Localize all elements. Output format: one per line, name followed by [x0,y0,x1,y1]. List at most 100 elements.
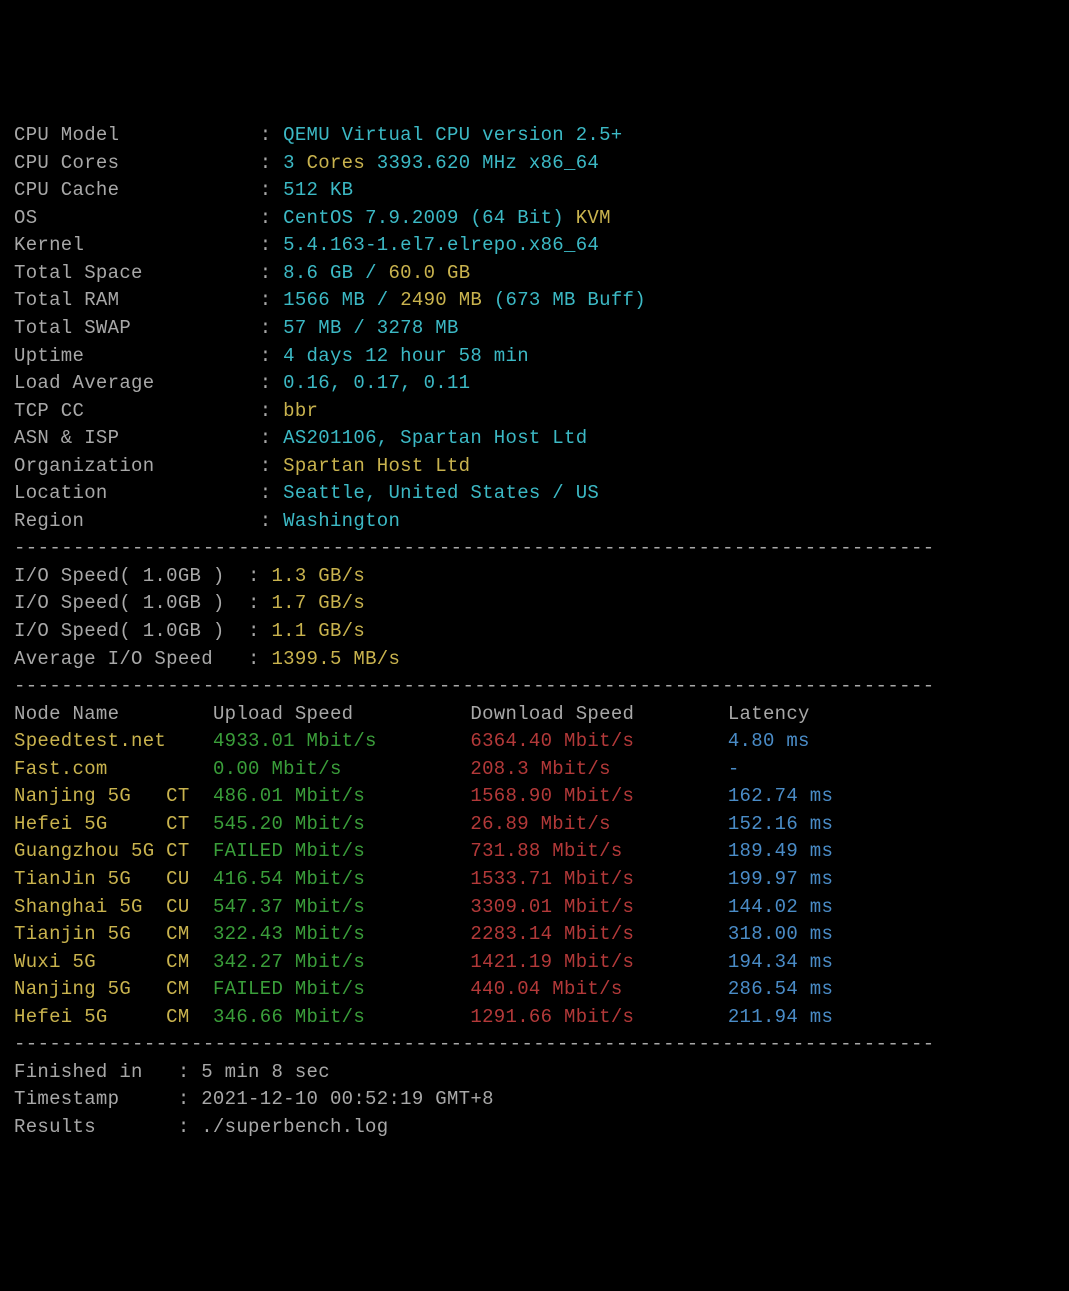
io-label: I/O Speed( 1.0GB ) : [14,592,271,614]
finished: Finished in : 5 min 8 sec [14,1061,330,1083]
download: 208.3 Mbit/s [470,758,727,780]
latency: 189.49 ms [728,840,833,862]
speed-row-6: Shanghai 5G CU 547.37 Mbit/s 3309.01 Mbi… [14,894,1055,922]
download: 2283.14 Mbit/s [470,923,727,945]
space-used: 8.6 GB [283,262,353,284]
label: CPU Cache : [14,179,283,201]
download: 3309.01 Mbit/s [470,896,727,918]
cpu-cache: 512 KB [283,179,353,201]
node: Nanjing 5G CM [14,978,213,1000]
latency: 199.97 ms [728,868,833,890]
label: Location : [14,482,283,504]
upload: 322.43 Mbit/s [213,923,470,945]
uptime: 4 days 12 hour 58 min [283,345,529,367]
label: CPU Cores : [14,152,283,174]
label: Total SWAP : [14,317,283,339]
ram-used: 1566 MB [283,289,365,311]
speed-row-4: Guangzhou 5G CT FAILED Mbit/s 731.88 Mbi… [14,838,1055,866]
tcp-cc: bbr [283,400,318,422]
timestamp: Timestamp : 2021-12-10 00:52:19 GMT+8 [14,1088,494,1110]
download: 26.89 Mbit/s [470,813,727,835]
node: Guangzhou 5G CT [14,840,213,862]
ram-total: 2490 MB [400,289,494,311]
upload: FAILED Mbit/s [213,840,470,862]
label: OS : [14,207,283,229]
speed-row-9: Nanjing 5G CM FAILED Mbit/s 440.04 Mbit/… [14,976,1055,1004]
io-avg-label: Average I/O Speed : [14,648,271,670]
label: ASN & ISP : [14,427,283,449]
text: / [342,317,377,339]
text: / [353,262,388,284]
label: Region : [14,510,283,532]
cpu-freq: 3393.620 MHz x86_64 [377,152,599,174]
io-label: I/O Speed( 1.0GB ) : [14,565,271,587]
org: Spartan Host Ltd [283,455,470,477]
upload: 346.66 Mbit/s [213,1006,470,1028]
upload: 486.01 Mbit/s [213,785,470,807]
label: Load Average : [14,372,283,394]
node: Nanjing 5G CT [14,785,213,807]
label: Uptime : [14,345,283,367]
os-virt: KVM [576,207,611,229]
os: CentOS 7.9.2009 (64 Bit) [283,207,576,229]
latency: 286.54 ms [728,978,833,1000]
latency: 318.00 ms [728,923,833,945]
download: 1421.19 Mbit/s [470,951,727,973]
download: 1291.66 Mbit/s [470,1006,727,1028]
speed-row-3: Hefei 5G CT 545.20 Mbit/s 26.89 Mbit/s 1… [14,811,1055,839]
upload: 547.37 Mbit/s [213,896,470,918]
region: Washington [283,510,400,532]
divider: ----------------------------------------… [14,535,1055,563]
latency: - [728,758,740,780]
node: Speedtest.net [14,730,213,752]
ram-buff: (673 MB Buff) [494,289,646,311]
location: Seattle, United States / US [283,482,599,504]
speed-row-5: TianJin 5G CU 416.54 Mbit/s 1533.71 Mbit… [14,866,1055,894]
speed-row-8: Wuxi 5G CM 342.27 Mbit/s 1421.19 Mbit/s … [14,949,1055,977]
upload: FAILED Mbit/s [213,978,470,1000]
cpu-cores: 3 [283,152,306,174]
swap-total: 3278 MB [377,317,459,339]
speed-row-0: Speedtest.net 4933.01 Mbit/s 6364.40 Mbi… [14,728,1055,756]
swap-used: 57 MB [283,317,342,339]
divider: ----------------------------------------… [14,673,1055,701]
download: 6364.40 Mbit/s [470,730,727,752]
kernel: 5.4.163-1.el7.elrepo.x86_64 [283,234,599,256]
label: CPU Model : [14,124,283,146]
io-speed-1: 1.7 GB/s [271,592,365,614]
upload: 416.54 Mbit/s [213,868,470,890]
space-total: 60.0 GB [388,262,470,284]
latency: 152.16 ms [728,813,833,835]
speed-row-10: Hefei 5G CM 346.66 Mbit/s 1291.66 Mbit/s… [14,1004,1055,1032]
io-avg: 1399.5 MB/s [271,648,400,670]
node: Shanghai 5G CU [14,896,213,918]
io-speed-0: 1.3 GB/s [271,565,365,587]
latency: 144.02 ms [728,896,833,918]
speed-row-2: Nanjing 5G CT 486.01 Mbit/s 1568.90 Mbit… [14,783,1055,811]
cores-text: Cores [307,152,377,174]
io-speed-2: 1.1 GB/s [271,620,365,642]
speed-row-7: Tianjin 5G CM 322.43 Mbit/s 2283.14 Mbit… [14,921,1055,949]
node: Hefei 5G CT [14,813,213,835]
latency: 211.94 ms [728,1006,833,1028]
cpu-model: QEMU Virtual CPU version 2.5+ [283,124,622,146]
download: 1568.90 Mbit/s [470,785,727,807]
upload: 4933.01 Mbit/s [213,730,470,752]
io-label: I/O Speed( 1.0GB ) : [14,620,271,642]
latency: 4.80 ms [728,730,810,752]
th-node: Node Name [14,703,213,725]
latency: 194.34 ms [728,951,833,973]
label: Total Space : [14,262,283,284]
download: 440.04 Mbit/s [470,978,727,1000]
label: Total RAM : [14,289,283,311]
upload: 545.20 Mbit/s [213,813,470,835]
node: Hefei 5G CM [14,1006,213,1028]
label: Organization : [14,455,283,477]
th-up: Upload Speed [213,703,470,725]
th-lat: Latency [728,703,810,725]
upload: 342.27 Mbit/s [213,951,470,973]
asn: AS201106, Spartan Host Ltd [283,427,587,449]
divider: ----------------------------------------… [14,1031,1055,1059]
download: 731.88 Mbit/s [470,840,727,862]
terminal-output: CPU Model : QEMU Virtual CPU version 2.5… [14,122,1055,1141]
